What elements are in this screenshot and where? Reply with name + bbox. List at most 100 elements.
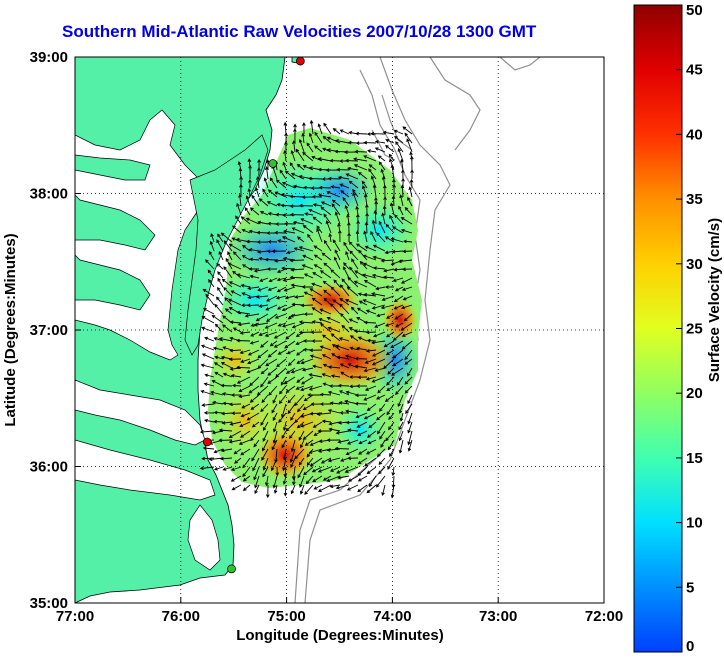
colorbar-tick-label: 45: [686, 62, 703, 79]
velocity-arrow: [344, 158, 359, 163]
velocity-arrow: [356, 421, 368, 428]
velocity-arrow: [201, 316, 215, 324]
velocity-arrow: [384, 394, 395, 402]
velocity-arrow: [218, 250, 224, 261]
velocity-arrow: [309, 288, 323, 297]
velocity-arrow: [344, 298, 359, 306]
velocity-arrow: [351, 258, 359, 270]
velocity-arrow: [292, 220, 305, 225]
velocity-arrow: [327, 409, 341, 414]
velocity-arrow: [349, 266, 359, 279]
velocity-arrow: [354, 364, 368, 369]
velocity-arrow: [283, 376, 296, 385]
x-tick-label: 76:00: [162, 608, 200, 625]
velocity-arrow: [373, 209, 378, 225]
velocity-arrow: [240, 430, 251, 438]
velocity-arrow: [318, 185, 332, 190]
velocity-arrow: [385, 145, 395, 153]
velocity-arrow: [404, 207, 413, 216]
velocity-arrow: [392, 183, 396, 198]
velocity-arrow: [392, 358, 404, 367]
velocity-arrow: [245, 195, 251, 207]
velocity-vectors: [199, 119, 414, 499]
velocity-arrow: [336, 167, 350, 172]
velocity-arrow: [284, 340, 296, 349]
x-axis: 77:00 76:00 75:00 74:00 73:00 72:00: [56, 597, 623, 625]
velocity-arrow: [266, 267, 278, 271]
velocity-arrow: [202, 446, 215, 451]
velocity-arrow: [326, 438, 341, 442]
velocity-arrow: [284, 221, 296, 226]
velocity-arrow: [289, 275, 305, 280]
velocity-arrow: [398, 421, 404, 431]
velocity-arrow: [354, 270, 368, 279]
velocity-arrow: [348, 180, 359, 189]
velocity-arrow: [346, 484, 359, 491]
velocity-arrow: [402, 295, 413, 301]
velocity-arrow: [398, 205, 404, 216]
velocity-arrow: [311, 282, 323, 288]
velocity-arrow: [290, 283, 305, 288]
colorbar: [633, 4, 683, 653]
velocity-arrow: [388, 412, 395, 421]
velocity-arrow: [401, 286, 413, 292]
velocity-arrow: [222, 372, 233, 378]
velocity-arrow: [327, 457, 341, 463]
velocity-arrow: [321, 354, 332, 360]
velocity-arrow: [306, 142, 314, 153]
velocity-arrow: [311, 466, 323, 473]
velocity-arrow: [217, 271, 224, 279]
velocity-arrow: [321, 373, 332, 378]
velocity-arrow: [407, 367, 413, 377]
velocity-arrow: [281, 304, 296, 312]
x-axis-label: Longitude (Degrees:Minutes): [236, 627, 444, 644]
velocity-arrow: [256, 230, 269, 235]
velocity-arrow: [224, 297, 233, 306]
velocity-arrow: [267, 367, 278, 376]
velocity-arrow: [282, 457, 287, 472]
velocity-arrow: [298, 246, 314, 252]
velocity-arrow: [383, 196, 387, 207]
velocity-arrow: [217, 286, 224, 297]
velocity-arrow: [344, 466, 359, 473]
velocity-arrow: [304, 484, 314, 495]
velocity-arrow: [264, 322, 278, 329]
velocity-arrow: [353, 157, 368, 162]
velocity-arrow: [301, 367, 314, 372]
velocity-arrow: [407, 394, 413, 405]
velocity-arrow: [241, 228, 251, 234]
velocity-arrow: [355, 131, 368, 136]
velocity-arrow: [298, 457, 305, 466]
velocity-arrow: [205, 293, 215, 306]
velocity-arrow: [323, 122, 332, 135]
velocity-arrow: [388, 153, 395, 162]
velocity-arrow: [390, 237, 404, 243]
velocity-arrow: [319, 270, 332, 279]
velocity-arrow: [283, 286, 296, 292]
velocity-arrow: [303, 394, 314, 402]
velocity-arrow: [284, 132, 288, 144]
velocity-arrow: [218, 438, 233, 443]
velocity-arrow: [264, 166, 269, 180]
velocity-arrow: [303, 273, 314, 279]
velocity-arrow: [319, 308, 332, 315]
velocity-arrow: [338, 337, 350, 342]
velocity-arrow: [276, 286, 287, 293]
velocity-arrow: [249, 257, 260, 262]
velocity-arrow: [290, 484, 296, 495]
velocity-arrow: [339, 284, 350, 297]
velocity-arrow: [244, 207, 251, 216]
velocity-arrow: [357, 336, 368, 342]
velocity-arrow: [249, 376, 260, 387]
velocity-arrow: [256, 240, 269, 244]
velocity-arrow: [401, 340, 413, 350]
velocity-arrow: [254, 475, 260, 489]
velocity-arrow: [368, 421, 377, 429]
velocity-arrow: [287, 358, 296, 367]
velocity-arrow: [212, 346, 224, 351]
velocity-arrow: [362, 254, 377, 261]
y-tick-label: 39:00: [30, 49, 68, 66]
velocity-arrow: [289, 313, 305, 318]
velocity-arrow: [320, 201, 332, 207]
